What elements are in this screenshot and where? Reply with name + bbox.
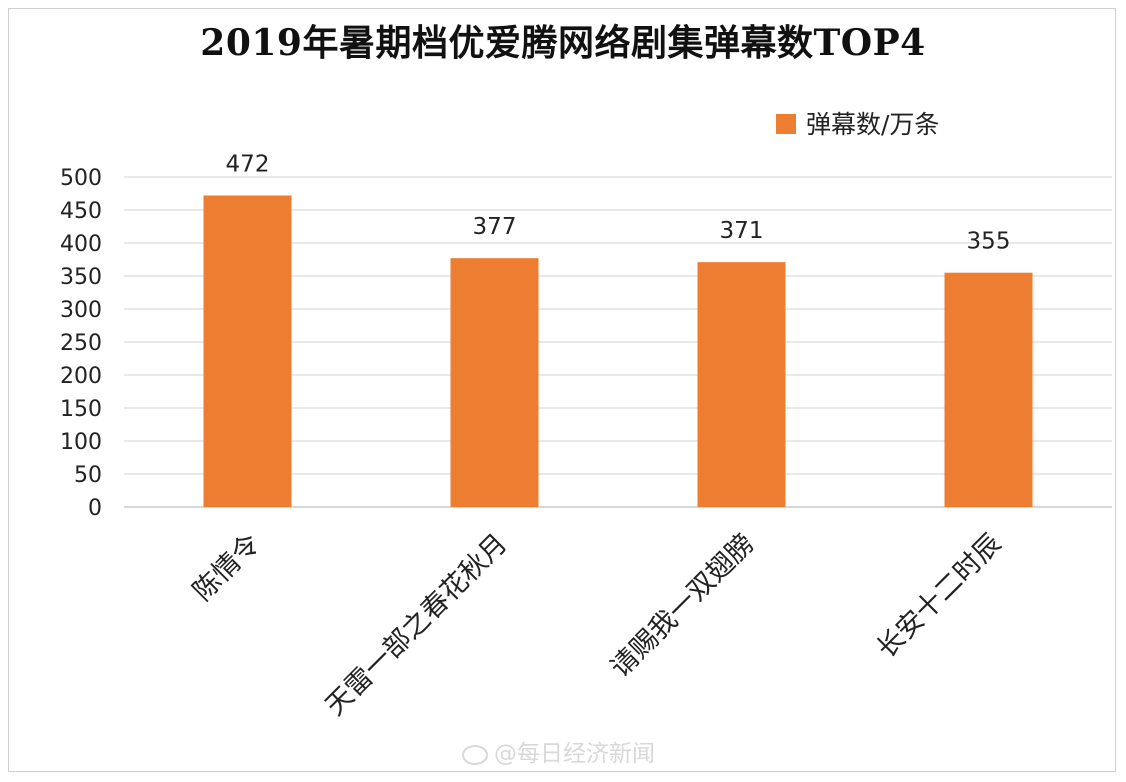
data-label: 377 xyxy=(473,214,517,240)
legend-label: 弹幕数/万条 xyxy=(806,110,939,139)
y-tick-label: 100 xyxy=(60,430,102,455)
x-tick-label: 陈情令 xyxy=(187,528,266,607)
watermark-text: @每日经济新闻 xyxy=(494,741,655,767)
y-tick-label: 200 xyxy=(60,364,102,389)
chart-frame xyxy=(8,8,1116,772)
y-tick-label: 450 xyxy=(60,199,102,224)
x-tick-label: 天雷一部之春花秋月 xyxy=(320,528,514,722)
bar xyxy=(450,258,539,507)
weibo-icon xyxy=(462,744,488,765)
y-tick-label: 50 xyxy=(74,463,102,488)
x-tick-label: 请赐我一双翅膀 xyxy=(605,528,761,684)
y-tick-label: 250 xyxy=(60,331,102,356)
chart-title: 2019年暑期档优爱腾网络剧集弹幕数TOP4 xyxy=(200,22,926,64)
y-tick-label: 350 xyxy=(60,265,102,290)
y-tick-label: 500 xyxy=(60,166,102,191)
bar xyxy=(944,272,1033,507)
watermark: @每日经济新闻 xyxy=(462,734,655,768)
legend-swatch xyxy=(776,114,796,134)
y-tick-label: 150 xyxy=(60,397,102,422)
x-tick-label: 长安十二时辰 xyxy=(871,528,1007,664)
bar xyxy=(203,195,292,508)
data-label: 472 xyxy=(226,151,270,177)
y-tick-label: 300 xyxy=(60,298,102,323)
y-tick-label: 0 xyxy=(88,496,102,521)
y-tick-label: 400 xyxy=(60,232,102,257)
data-label: 371 xyxy=(720,218,764,244)
bar xyxy=(697,262,786,507)
data-label: 355 xyxy=(967,229,1011,255)
